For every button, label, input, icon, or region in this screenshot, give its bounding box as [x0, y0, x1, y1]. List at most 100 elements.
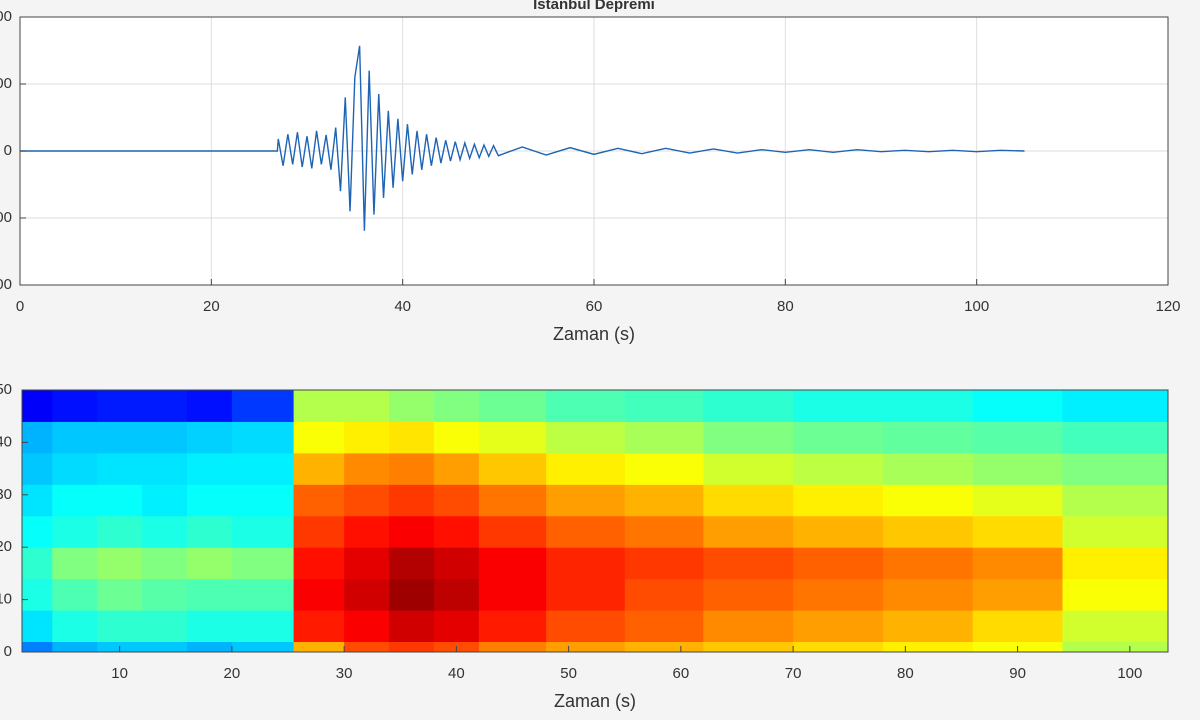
spectrogram-cell: [344, 578, 390, 611]
spectrogram-cell: [344, 610, 390, 643]
spectrogram-cell: [546, 515, 626, 548]
spectrogram-cell: [972, 515, 1063, 548]
spectrogram-cell: [22, 578, 53, 611]
spectrogram-cell: [1062, 610, 1169, 643]
spectrogram-cell: [52, 421, 98, 454]
spectrogram-cell: [293, 610, 345, 643]
y-tick-label: 20: [0, 538, 12, 555]
spectrogram-cell: [389, 421, 435, 454]
spectrogram-cell: [389, 547, 435, 580]
spectrogram-cell: [1062, 578, 1169, 611]
spectrogram-cell: [186, 390, 233, 422]
spectrogram-cell: [52, 452, 98, 485]
spectrogram-cell: [972, 484, 1063, 517]
x-tick-label: 40: [448, 665, 465, 682]
spectrogram-cell: [22, 515, 53, 548]
spectrogram-cell: [231, 421, 295, 454]
spectrogram-cell: [142, 641, 188, 653]
plot-frame: [21, 389, 1169, 653]
spectrogram-cell: [344, 390, 390, 422]
spectrogram-cell: [624, 610, 704, 643]
spectrogram-cell: [624, 515, 704, 548]
spectrogram-cell: [478, 610, 547, 643]
spectrogram-cell: [1062, 641, 1169, 653]
spectrogram-cell: [882, 452, 974, 485]
spectrogram-cell: [22, 547, 53, 580]
spectrogram-cell: [478, 484, 547, 517]
spectrogram-cell: [97, 484, 143, 517]
spectrogram-cell: [389, 610, 435, 643]
spectrogram-cell: [231, 578, 295, 611]
spectrogram-cell: [293, 641, 345, 653]
spectrogram-cell: [703, 610, 794, 643]
spectrogram-cell: [97, 390, 143, 422]
x-tick-label: 60: [586, 298, 603, 315]
spectrogram-cell: [389, 452, 435, 485]
spectrogram-cell: [231, 484, 295, 517]
spectrogram-cell: [703, 578, 794, 611]
spectrogram-cell: [52, 547, 98, 580]
x-tick-label: 50: [560, 665, 577, 682]
spectrogram-cell: [624, 421, 704, 454]
spectrogram-cell: [231, 547, 295, 580]
spectrogram-cell: [478, 421, 547, 454]
spectrogram-cell: [546, 641, 626, 653]
spectrogram-cell: [389, 484, 435, 517]
y-tick-label: -100: [0, 209, 12, 226]
spectrogram-cell: [52, 484, 98, 517]
spectrogram-cell: [142, 390, 188, 422]
spectrogram-cell: [186, 578, 233, 611]
x-tick-label: 30: [336, 665, 353, 682]
spectrogram-cell: [882, 578, 974, 611]
spectrogram-cell: [97, 547, 143, 580]
spectrogram-cell: [389, 641, 435, 653]
spectrogram-cell: [293, 515, 345, 548]
spectrogram-cell: [22, 452, 53, 485]
spectrogram-cell: [703, 641, 794, 653]
spectrogram-cell: [1062, 484, 1169, 517]
spectrogram-cell: [186, 484, 233, 517]
spectrogram-cell: [344, 515, 390, 548]
spectrogram-cell: [793, 610, 884, 643]
spectrogram-cell: [52, 515, 98, 548]
spectrogram-cell: [142, 515, 188, 548]
spectrogram-cell: [882, 515, 974, 548]
spectrogram-cell: [793, 641, 884, 653]
spectrogram-cell: [186, 547, 233, 580]
spectrogram-cell: [433, 421, 480, 454]
spectrogram-cell: [52, 610, 98, 643]
spectrogram-cell: [142, 610, 188, 643]
spectrogram-cell: [52, 578, 98, 611]
spectrogram-cell: [1062, 421, 1169, 454]
spectrogram-cell: [972, 390, 1063, 422]
spectrogram-cell: [389, 578, 435, 611]
spectrogram-cell: [972, 547, 1063, 580]
x-tick-label: 20: [203, 298, 220, 315]
spectrogram-cell: [97, 578, 143, 611]
spectrogram-cell: [186, 452, 233, 485]
spectrogram-cell: [142, 547, 188, 580]
spectrogram-cell: [546, 610, 626, 643]
spectrogram-cell: [293, 452, 345, 485]
spectrogram-cell: [703, 547, 794, 580]
x-tick-label: 40: [394, 298, 411, 315]
x-tick-label: 80: [897, 665, 914, 682]
spectrogram-cell: [231, 452, 295, 485]
spectrogram-cell: [1062, 515, 1169, 548]
x-tick-label: 0: [16, 298, 24, 315]
spectrogram-cell: [97, 452, 143, 485]
spectrogram-cell: [624, 484, 704, 517]
y-tick-label: -200: [0, 276, 12, 293]
seismogram-line: [20, 45, 1025, 231]
spectrogram-cell: [624, 390, 704, 422]
spectrogram-cell: [433, 515, 480, 548]
y-tick-label: 200: [0, 8, 12, 25]
spectrogram-cell: [142, 578, 188, 611]
spectrogram-cell: [972, 578, 1063, 611]
spectrogram-cell: [703, 484, 794, 517]
spectrogram-cell: [478, 547, 547, 580]
x-tick-label: 10: [111, 665, 128, 682]
spectrogram-cell: [22, 641, 53, 653]
spectrogram-cell: [882, 547, 974, 580]
